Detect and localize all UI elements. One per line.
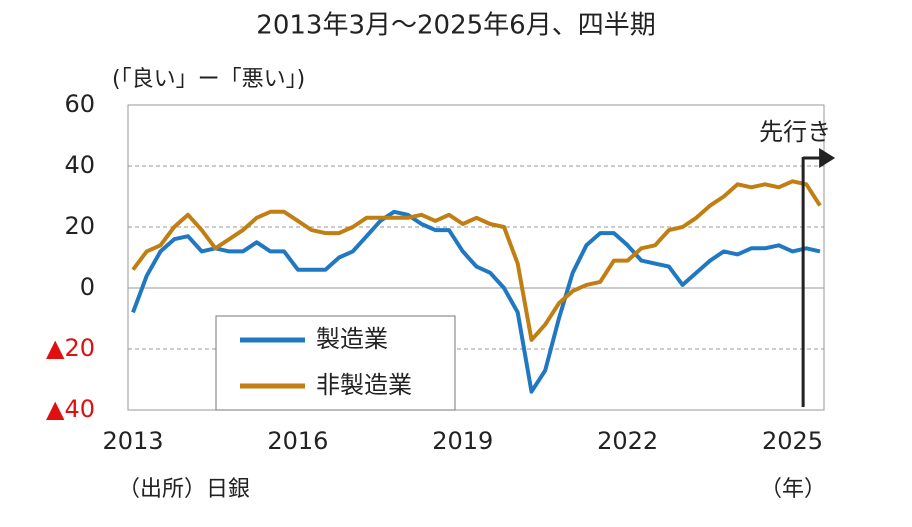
y-tick-label: ▲40	[46, 395, 95, 423]
series-line	[131, 179, 822, 342]
x-tick-label: 2025	[762, 427, 823, 455]
x-axis-unit: （年）	[760, 477, 826, 502]
legend-label: 製造業	[316, 325, 388, 353]
y-tick-label: ▲20	[46, 334, 95, 362]
y-tick-label: 20	[64, 212, 95, 240]
source: （出所）日銀	[118, 477, 250, 502]
chart-title: 2013年3月～2025年6月、四半期	[256, 11, 655, 41]
legend-box	[215, 315, 456, 411]
y-axis-label: (「良い」ー「悪い」)	[112, 67, 305, 92]
y-tick-label: 40	[64, 151, 95, 179]
plot-area	[127, 104, 825, 411]
series-line	[131, 209, 821, 394]
x-tick-label: 2019	[432, 427, 493, 455]
forecast-label: 先行き	[759, 118, 831, 146]
x-tick-label: 2013	[102, 427, 163, 455]
legend-label: 非製造業	[316, 371, 412, 399]
forecast-arrowhead	[819, 148, 836, 168]
y-tick-label: 60	[64, 90, 95, 118]
x-tick-label: 2022	[597, 427, 658, 455]
x-tick-label: 2016	[267, 427, 328, 455]
y-tick-label: 0	[80, 273, 95, 301]
